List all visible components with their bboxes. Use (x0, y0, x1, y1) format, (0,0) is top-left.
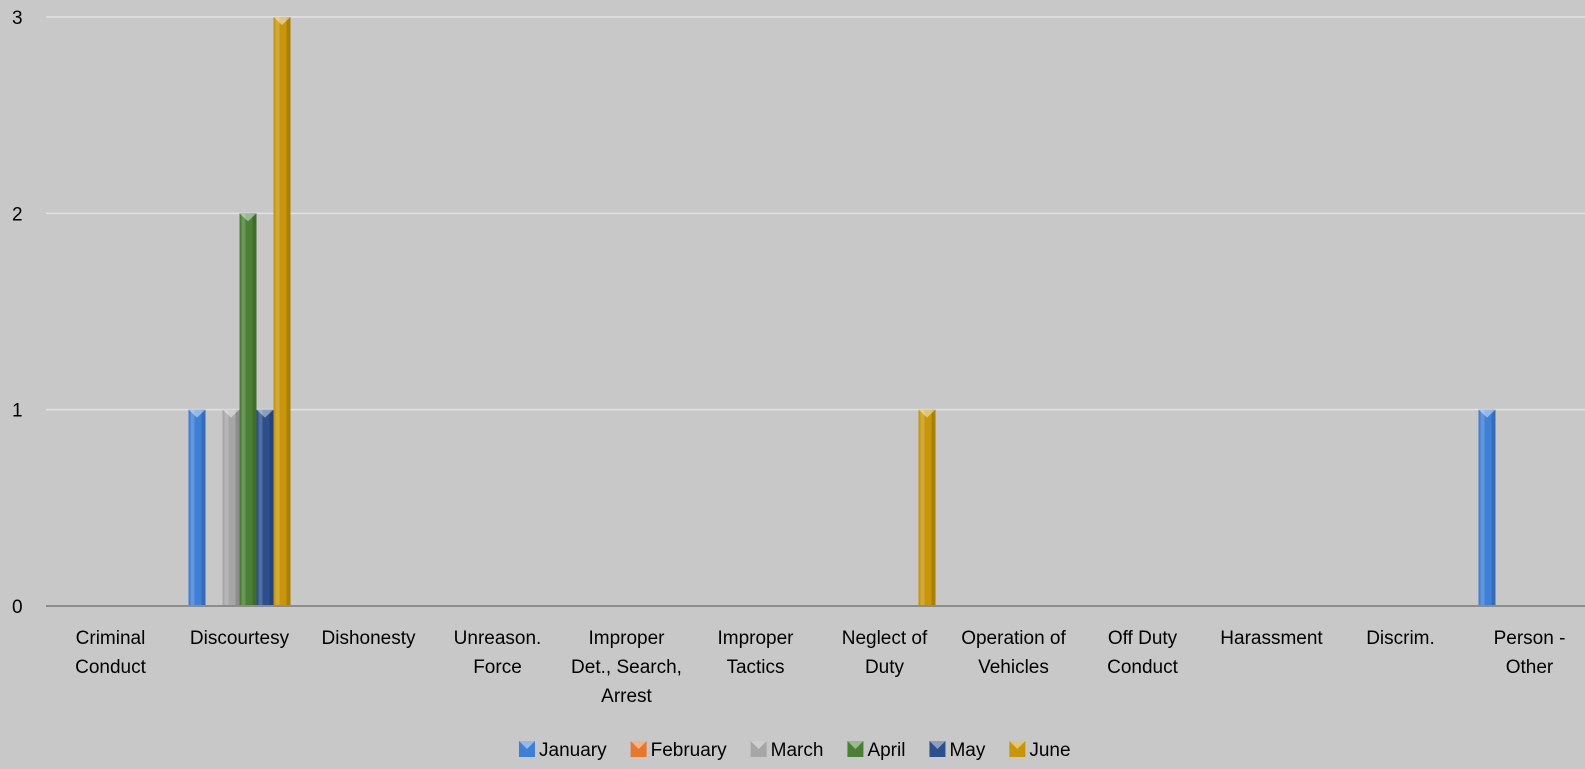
legend-label: April (867, 740, 905, 761)
x-category-label: Unreason. Force (454, 628, 542, 678)
x-category-label: Off Duty Conduct (1107, 628, 1178, 678)
legend-swatch (519, 741, 535, 757)
legend-label: May (949, 740, 985, 761)
y-tick-label: 1 (12, 401, 23, 422)
bar-january (188, 409, 206, 606)
x-category-label: Criminal Conduct (75, 628, 146, 678)
legend-item-march: March (750, 740, 824, 761)
legend-swatch (750, 741, 767, 757)
x-category-label: Improper Det., Search, Arrest (571, 628, 682, 707)
legend-swatch (1009, 741, 1026, 757)
legend-item-february: February (630, 740, 728, 761)
x-category-label: Neglect of Duty (842, 628, 928, 678)
bar-january (1478, 409, 1496, 606)
bar-march (222, 409, 240, 606)
x-category-label: Harassment (1220, 628, 1323, 649)
legend-label: February (651, 740, 728, 761)
bar-june (918, 409, 936, 606)
legend-item-january: January (519, 740, 607, 761)
gridlines (46, 16, 1585, 411)
y-axis-ticks: 0 1 2 3 (12, 8, 23, 618)
x-category-label: Discrim. (1366, 628, 1435, 649)
legend-swatch (630, 741, 647, 757)
x-category-label: Person -Other (1494, 628, 1566, 678)
legend-swatch (929, 741, 946, 757)
y-tick-label: 3 (12, 8, 23, 29)
x-category-label: Discourtesy (190, 628, 290, 649)
legend-swatch (847, 741, 864, 757)
legend-item-april: April (847, 740, 905, 761)
legend-item-may: May (929, 740, 986, 761)
legend: January February March April May June (519, 740, 1071, 761)
y-tick-label: 0 (12, 597, 23, 618)
x-axis-labels: Criminal Conduct Discourtesy Dishonesty Unre… (75, 628, 1565, 707)
y-tick-label: 2 (12, 204, 23, 225)
legend-label: June (1029, 740, 1070, 761)
legend-label: March (771, 740, 824, 761)
bar-june (273, 17, 291, 606)
legend-item-june: June (1009, 740, 1071, 761)
x-category-label: Improper Tactics (717, 628, 794, 678)
bar-april (239, 213, 257, 607)
bar-may (256, 409, 274, 606)
bars (188, 17, 1496, 607)
x-category-label: Operation of Vehicles (961, 628, 1066, 678)
legend-label: January (539, 740, 607, 761)
x-category-label: Dishonesty (322, 628, 416, 649)
